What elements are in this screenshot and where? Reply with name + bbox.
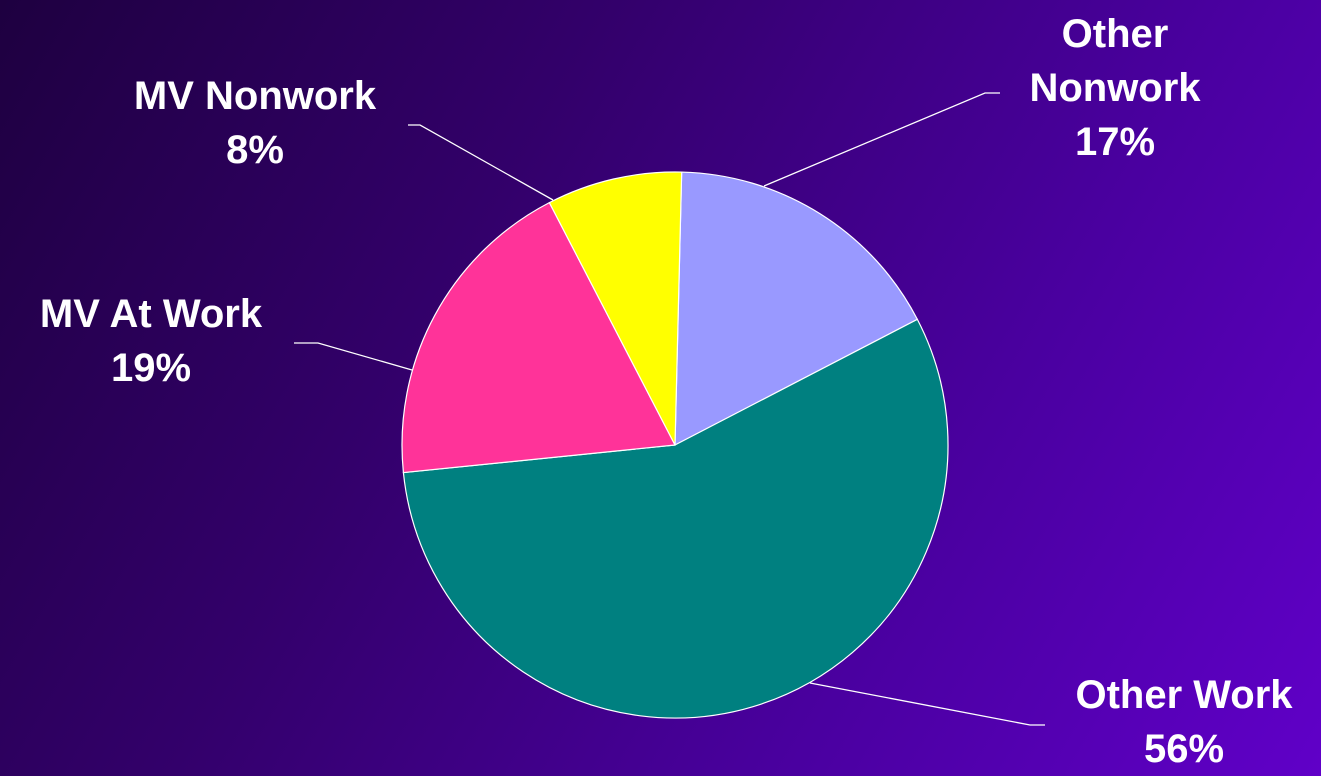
pie-slice-mv-at-work	[401, 201, 676, 474]
leader-line-other-work	[809, 682, 1045, 726]
pie-slice-other-nonwork	[674, 171, 919, 446]
slice-name-line-1: Other	[1061, 12, 1169, 56]
slice-value: 8%	[226, 128, 284, 172]
leader-lines	[294, 92, 1045, 726]
pie-slice-other-work	[402, 318, 949, 719]
slice-label-other-nonwork: Other Nonwork 17%	[1029, 7, 1200, 169]
slice-name-line-1: MV At Work	[39, 292, 263, 336]
leader-line-mv-nonwork	[408, 124, 554, 201]
leader-line-other-nonwork	[763, 92, 1000, 187]
slice-value: 56%	[1143, 727, 1225, 771]
slice-label-mv-nonwork: MV Nonwork 8%	[134, 69, 376, 177]
slice-label-other-work: Other Work 56%	[1075, 668, 1292, 776]
slice-value: 17%	[1074, 120, 1156, 164]
slice-name-line-1: Other Work	[1075, 673, 1293, 717]
slice-name-line-1: MV Nonwork	[133, 74, 377, 118]
pie-slices	[401, 171, 949, 719]
slice-value: 19%	[110, 346, 192, 390]
slice-label-mv-at-work: MV At Work 19%	[40, 287, 262, 395]
slice-name-line-2: Nonwork	[1029, 66, 1201, 110]
pie-slice-mv-nonwork	[548, 171, 683, 446]
leader-line-mv-at-work	[294, 342, 413, 371]
